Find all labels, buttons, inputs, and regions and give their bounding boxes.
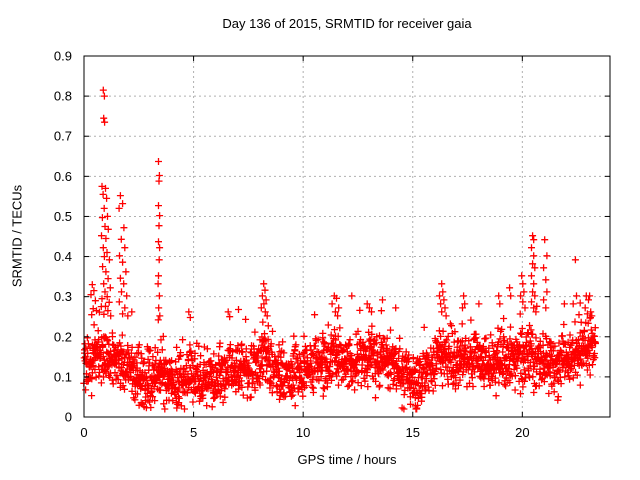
y-tick-label: 0.8 [54, 89, 72, 104]
x-tick-label: 10 [296, 425, 310, 440]
y-tick-label: 0.9 [54, 49, 72, 64]
y-tick-label: 0 [65, 410, 72, 425]
x-tick-label: 5 [190, 425, 197, 440]
x-tick-label: 15 [406, 425, 420, 440]
y-tick-label: 0.3 [54, 289, 72, 304]
y-tick-label: 0.4 [54, 249, 72, 264]
scatter-points [80, 86, 599, 413]
y-tick-label: 0.1 [54, 369, 72, 384]
x-axis-label: GPS time / hours [297, 452, 397, 467]
chart-title: Day 136 of 2015, SRMTID for receiver gai… [222, 16, 472, 31]
y-tick-label: 0.2 [54, 329, 72, 344]
x-tick-label: 0 [80, 425, 87, 440]
y-tick-label: 0.6 [54, 169, 72, 184]
y-tick-label: 0.5 [54, 209, 72, 224]
plot-border [83, 55, 611, 418]
x-tick-label: 20 [515, 425, 529, 440]
y-tick-label: 0.7 [54, 129, 72, 144]
